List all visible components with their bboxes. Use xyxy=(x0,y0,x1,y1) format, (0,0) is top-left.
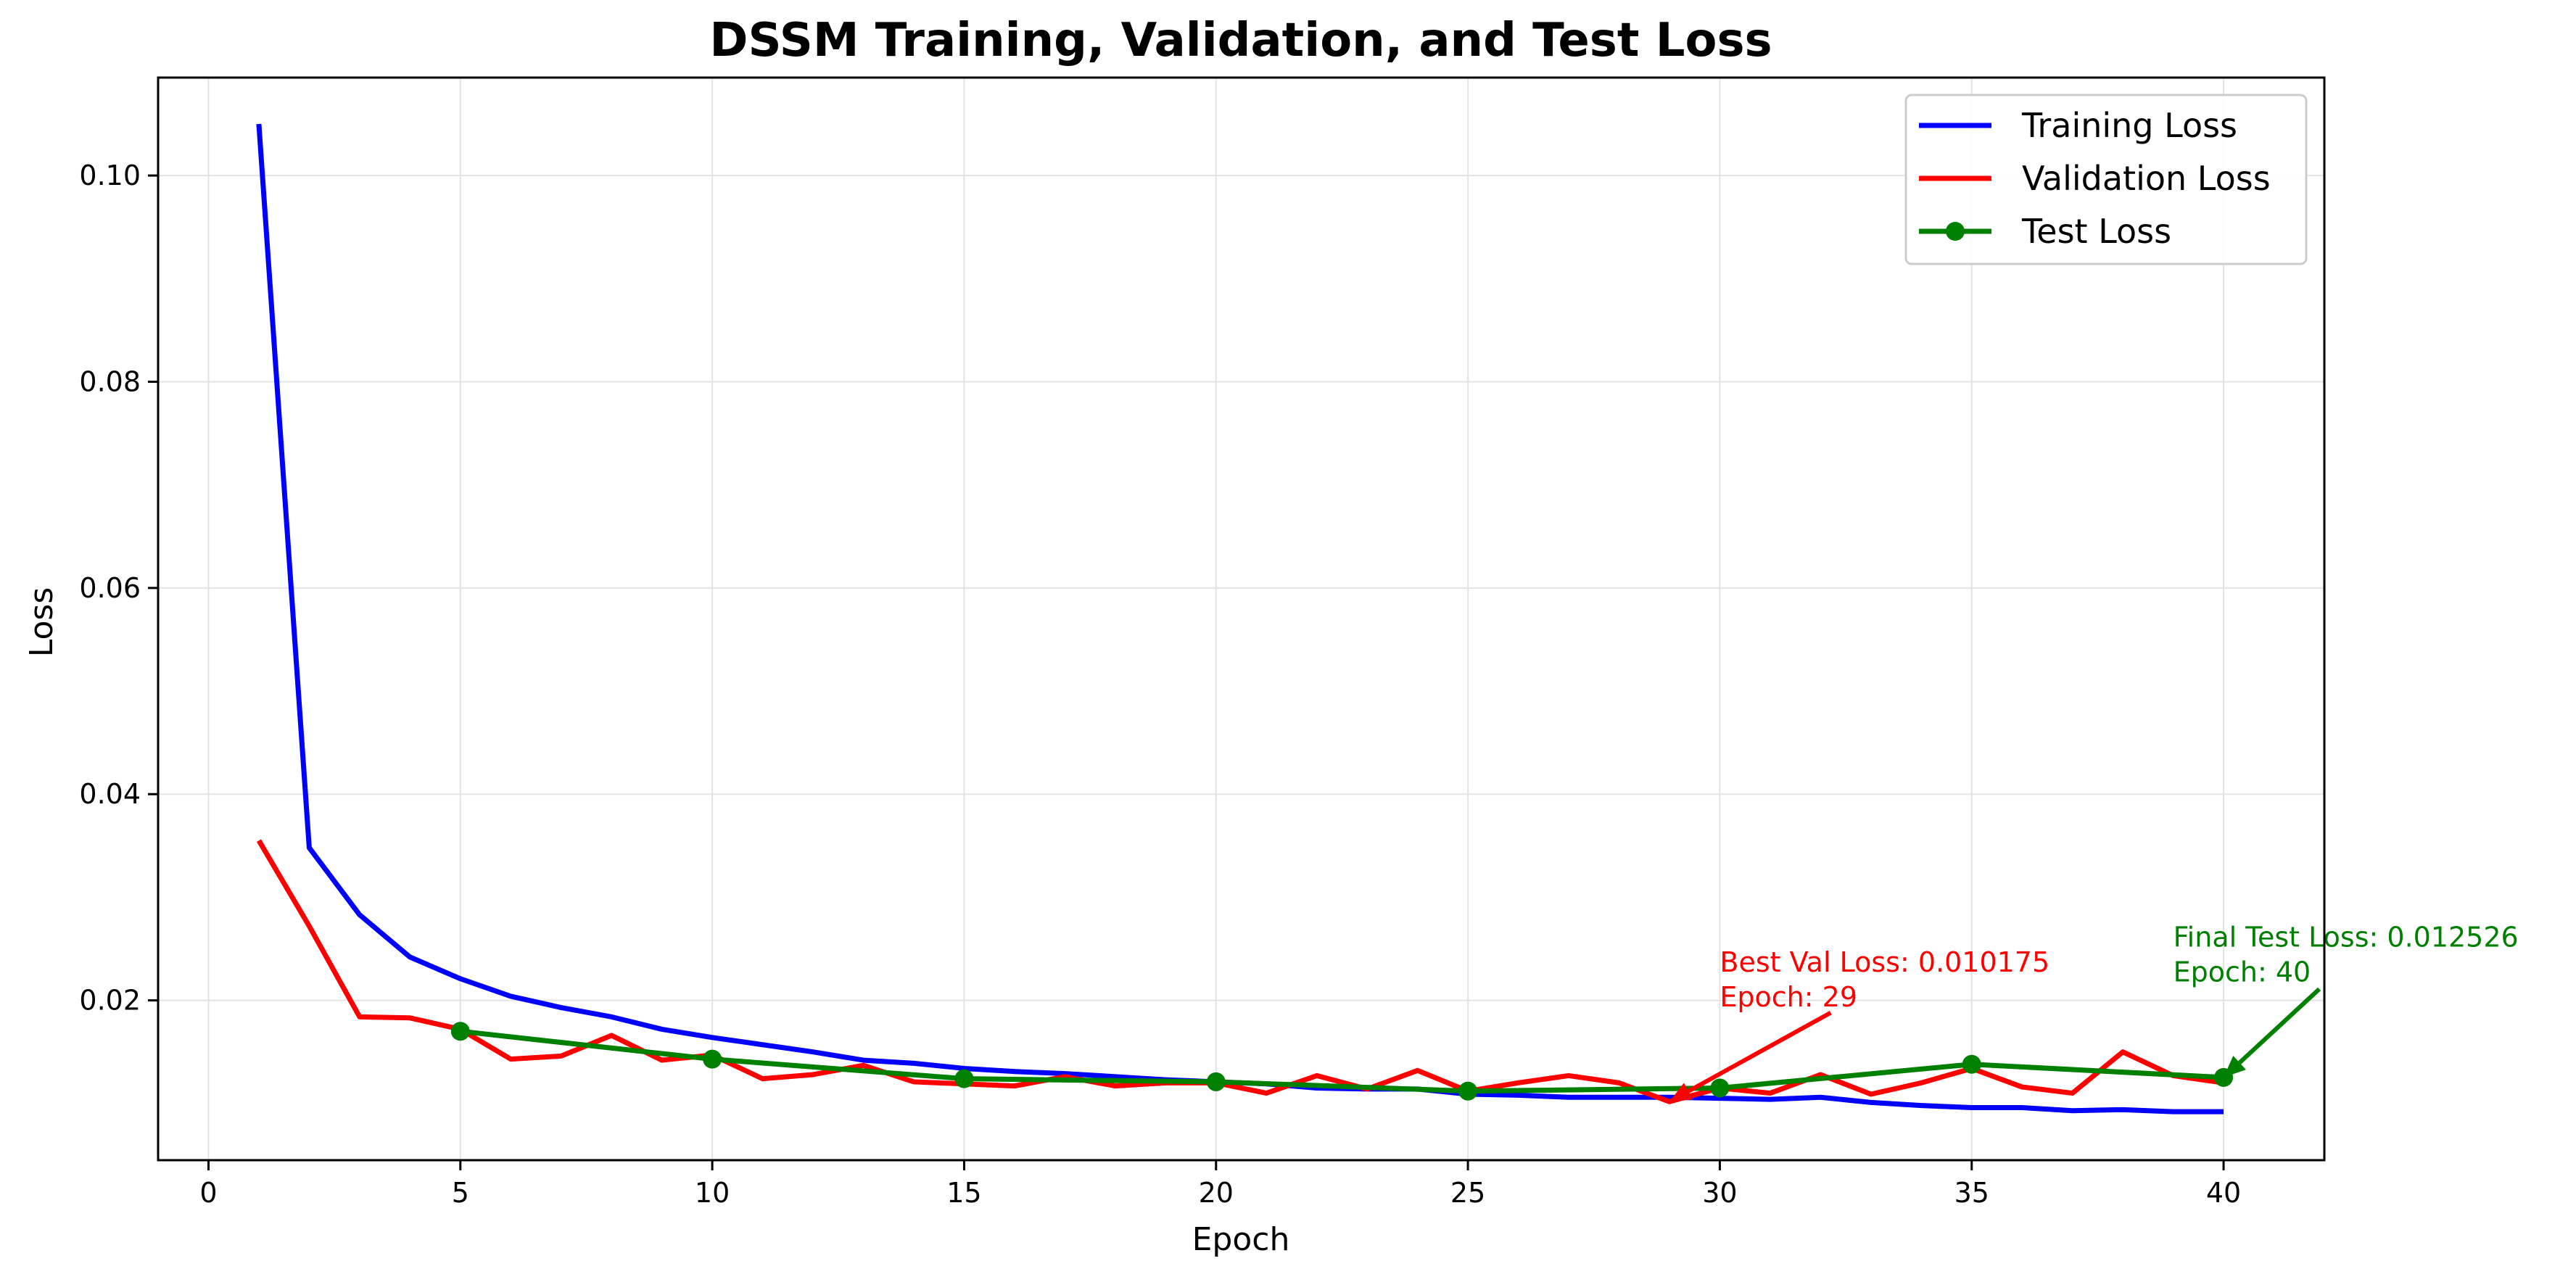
test-loss-point xyxy=(1458,1081,1478,1101)
series-lines xyxy=(256,123,2234,1114)
y-tick-label: 0.04 xyxy=(79,778,141,810)
test-loss-point xyxy=(1710,1078,1730,1098)
annotation-arrowhead xyxy=(1669,1083,1693,1102)
x-tick-label: 25 xyxy=(1450,1177,1485,1209)
annotation-text: Best Val Loss: 0.010175 xyxy=(1720,946,2049,978)
chart-title: DSSM Training, Validation, and Test Loss xyxy=(709,14,1772,67)
x-axis-label: Epoch xyxy=(1192,1221,1290,1258)
legend-label: Validation Loss xyxy=(2022,159,2271,198)
legend-label: Test Loss xyxy=(2021,212,2171,251)
legend-marker xyxy=(1946,222,1965,241)
x-tick-label: 20 xyxy=(1199,1177,1234,1209)
annotation-text: Epoch: 40 xyxy=(2174,956,2311,988)
series-line-2 xyxy=(460,1028,2224,1094)
x-tick-label: 35 xyxy=(1954,1177,1989,1209)
y-tick-label: 0.08 xyxy=(79,365,141,397)
annotation-arrow xyxy=(1687,1011,1832,1093)
x-tick-label: 0 xyxy=(199,1177,217,1209)
x-tick-label: 5 xyxy=(452,1177,469,1209)
test-loss-point xyxy=(450,1022,470,1041)
annotation-text: Epoch: 29 xyxy=(1720,981,1857,1013)
plot-frame xyxy=(157,76,2326,1162)
x-tick-label: 15 xyxy=(946,1177,981,1209)
y-tick-label: 0.06 xyxy=(79,572,141,604)
y-axis-label: Loss xyxy=(23,587,60,658)
y-tick-label: 0.10 xyxy=(79,160,141,191)
test-loss-point xyxy=(1206,1072,1226,1091)
annotation-text: Final Test Loss: 0.012526 xyxy=(2174,922,2519,954)
legend: Training Loss Validation Loss Test Loss xyxy=(1904,94,2308,265)
legend-box xyxy=(1904,94,2308,265)
annotation-arrow xyxy=(2238,987,2321,1064)
test-loss-point xyxy=(1962,1054,1981,1074)
y-tick-label: 0.02 xyxy=(79,985,141,1017)
axis-ticks: 0 5 10 15 20 25 30 35 40 0.02 0.04 0.06 0.08 0.10 xyxy=(79,160,2241,1209)
annotation-arrowhead xyxy=(2224,1055,2246,1078)
test-loss-point xyxy=(703,1049,722,1069)
x-tick-label: 40 xyxy=(2206,1177,2241,1209)
x-tick-label: 10 xyxy=(695,1177,730,1209)
x-tick-label: 30 xyxy=(1702,1177,1737,1209)
test-loss-point xyxy=(954,1069,974,1088)
legend-label: Training Loss xyxy=(2021,106,2237,145)
